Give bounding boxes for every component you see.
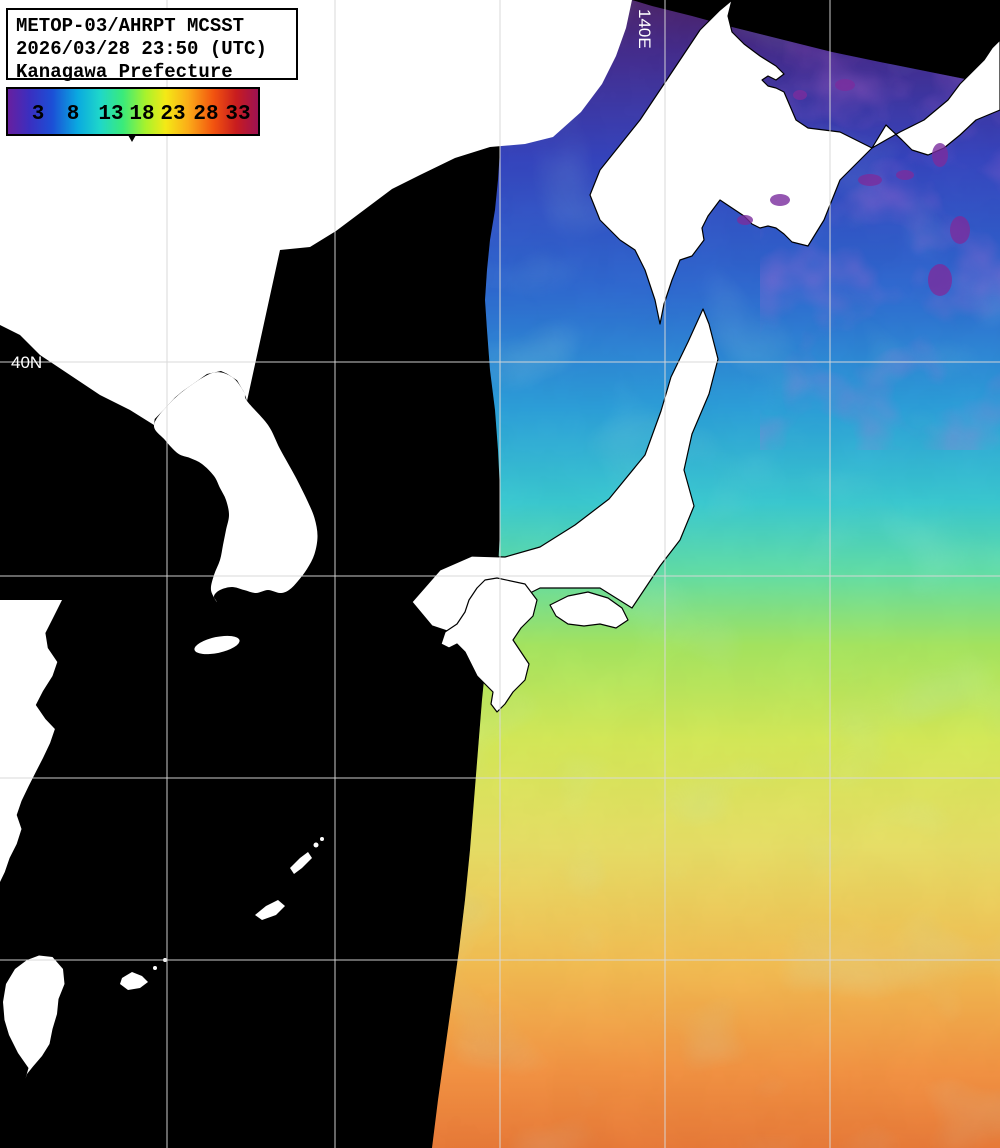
svg-text:3: 3 bbox=[32, 103, 45, 126]
svg-text:2026/03/28 23:50 (UTC): 2026/03/28 23:50 (UTC) bbox=[16, 38, 267, 60]
svg-text:METOP-03/AHRPT MCSST: METOP-03/AHRPT MCSST bbox=[16, 15, 244, 37]
svg-text:40N: 40N bbox=[11, 353, 42, 372]
svg-text:Kanagawa Prefecture: Kanagawa Prefecture bbox=[16, 61, 233, 83]
svg-text:8: 8 bbox=[67, 103, 80, 126]
svg-text:13: 13 bbox=[98, 103, 123, 126]
svg-text:33: 33 bbox=[225, 103, 250, 126]
svg-text:28: 28 bbox=[193, 103, 218, 126]
svg-text:18: 18 bbox=[129, 103, 154, 126]
svg-text:140E: 140E bbox=[635, 9, 654, 49]
svg-text:23: 23 bbox=[160, 103, 185, 126]
